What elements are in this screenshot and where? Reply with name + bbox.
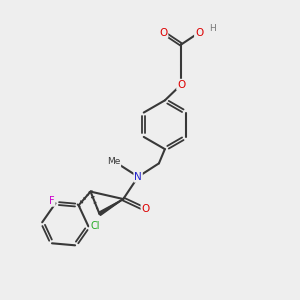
Text: F: F: [49, 196, 55, 206]
Polygon shape: [98, 199, 123, 215]
Text: O: O: [141, 204, 150, 214]
Text: Cl: Cl: [90, 221, 100, 231]
Text: H: H: [209, 24, 216, 33]
Text: O: O: [159, 28, 167, 38]
Text: N: N: [134, 172, 142, 182]
Text: O: O: [195, 28, 203, 38]
Text: Me: Me: [107, 158, 120, 166]
Text: O: O: [177, 80, 185, 90]
